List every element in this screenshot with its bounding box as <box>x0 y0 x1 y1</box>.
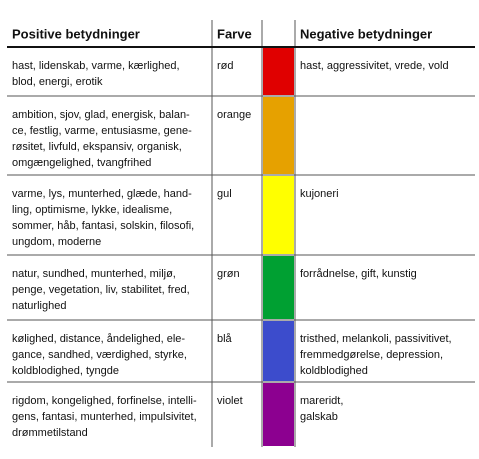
positive-text: kølighed, distance, åndelighed, ele- <box>12 333 185 345</box>
positive-text: blod, energi, erotik <box>12 76 103 88</box>
color-name: violet <box>217 395 243 407</box>
color-swatch <box>263 256 294 319</box>
negative-text: galskab <box>300 411 338 423</box>
negative-text: kujoneri <box>300 188 339 200</box>
negative-text: tristhed, melankoli, passivitivet, <box>300 333 452 345</box>
color-name: gul <box>217 188 232 200</box>
negative-text: hast, aggressivitet, vrede, vold <box>300 60 449 72</box>
color-name: orange <box>217 109 251 121</box>
color-name: grøn <box>217 268 240 280</box>
positive-text: ambition, sjov, glad, energisk, balan- <box>12 109 190 121</box>
color-swatch <box>263 48 294 95</box>
header-color: Farve <box>217 26 252 41</box>
negative-text: mareridt, <box>300 395 343 407</box>
color-name: rød <box>217 60 234 72</box>
negative-text: forrådnelse, gift, kunstig <box>300 268 417 280</box>
positive-text: naturlighed <box>12 300 66 312</box>
positive-text: gance, sandhed, værdighed, styrke, <box>12 349 187 361</box>
positive-text: penge, vegetation, liv, stabilitet, fred… <box>12 284 190 296</box>
positive-text: koldblodighed, tyngde <box>12 365 119 377</box>
color-swatch <box>263 97 294 174</box>
color-swatch <box>263 383 294 446</box>
negative-text: koldblodighed <box>300 365 368 377</box>
positive-text: hast, lidenskab, varme, kærlighed, <box>12 60 180 72</box>
positive-text: drømmetilstand <box>12 427 88 439</box>
positive-text: ling, optimisme, lykke, idealisme, <box>12 204 172 216</box>
positive-text: ungdom, moderne <box>12 236 101 248</box>
positive-text: røsitet, livfuld, ekspansiv, organisk, <box>12 141 182 153</box>
color-swatch <box>263 321 294 381</box>
positive-text: sommer, håb, fantasi, solskin, filosofi, <box>12 220 194 232</box>
positive-text: omgængelighed, tvangfrihed <box>12 157 151 169</box>
negative-text: fremmedgørelse, depression, <box>300 349 443 361</box>
header-positive: Positive betydninger <box>12 26 140 41</box>
positive-text: ce, festlig, varme, entusiasme, gene- <box>12 125 192 137</box>
positive-text: rigdom, kongelighed, forfinelse, intelli… <box>12 395 197 407</box>
positive-text: natur, sundhed, munterhed, miljø, <box>12 268 176 280</box>
positive-text: varme, lys, munterhed, glæde, hand- <box>12 188 192 200</box>
color-swatch <box>263 176 294 254</box>
header-negative: Negative betydninger <box>300 26 432 41</box>
positive-text: gens, fantasi, munterhed, impulsivitet, <box>12 411 197 423</box>
color-name: blå <box>217 333 233 345</box>
